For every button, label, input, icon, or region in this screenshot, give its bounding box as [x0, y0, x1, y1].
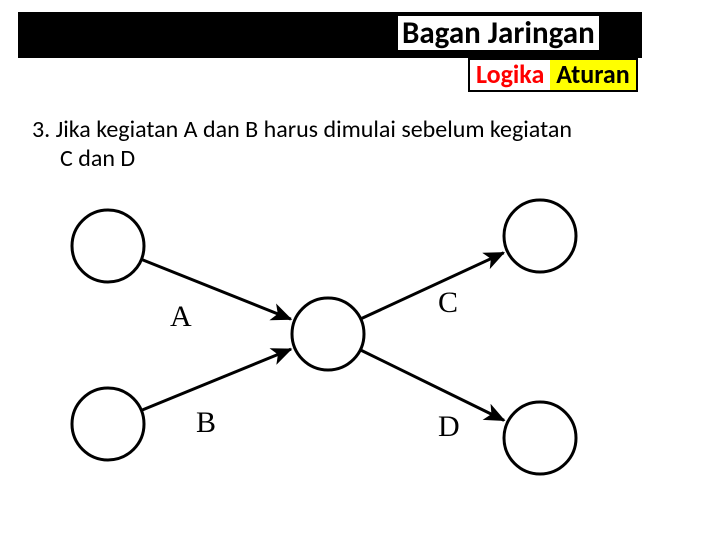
node: [504, 402, 576, 474]
subtitle: Logika Aturan: [468, 58, 638, 92]
edge-label: D: [438, 410, 460, 443]
node: [292, 298, 364, 370]
page-title: Bagan Jaringan: [398, 16, 599, 50]
body-line-1: 3. Jika kegiatan A dan B harus dimulai s…: [32, 115, 572, 144]
edge-label: C: [438, 286, 458, 319]
network-diagram: A B C D: [48, 186, 608, 496]
edge-label: A: [170, 300, 192, 333]
edge: [141, 349, 291, 410]
edge: [360, 350, 504, 421]
node: [72, 388, 144, 460]
body-text: 3. Jika kegiatan A dan B harus dimulai s…: [32, 116, 652, 174]
subtitle-left: Logika: [470, 60, 550, 90]
subtitle-right: Aturan: [550, 60, 635, 90]
body-line-2: C dan D: [32, 145, 652, 174]
node: [504, 200, 576, 272]
edge: [141, 259, 290, 319]
edge-label: B: [196, 406, 216, 439]
node: [72, 210, 144, 282]
edge: [361, 253, 504, 319]
